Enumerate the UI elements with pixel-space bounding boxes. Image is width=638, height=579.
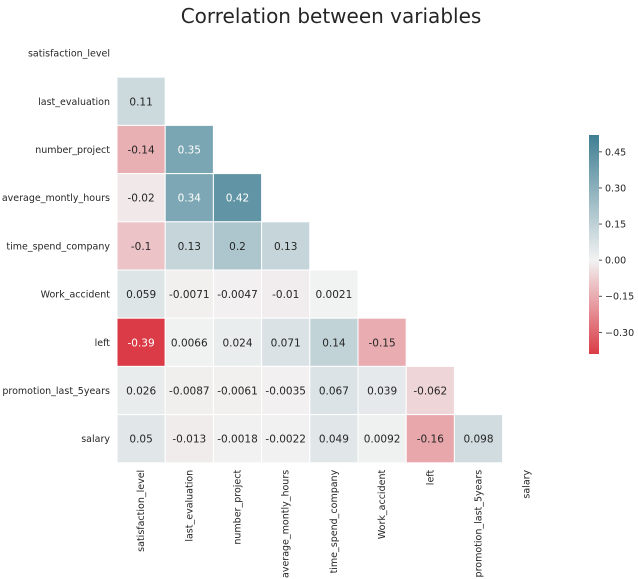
- heatmap-cell: [212, 317, 263, 367]
- x-tick-label: time_spend_company: [329, 469, 340, 573]
- cell-value-label: -0.16: [417, 434, 444, 446]
- x-tick-label: number_project: [233, 470, 244, 545]
- cell-value-label: 0.098: [463, 434, 493, 446]
- heatmap-cell: [164, 317, 214, 367]
- heatmap-cells: 0.11 -0.14 0.35 -0.02 0.34 0.42 -0.1 0.13 0.2 0.1…: [116, 76, 504, 464]
- x-axis-tick-labels: satisfaction_level last_evaluation number_…: [136, 469, 533, 578]
- x-tick-label: left: [425, 470, 436, 486]
- y-tick-label: left: [95, 338, 111, 349]
- y-tick-label: salary: [81, 434, 110, 445]
- x-tick-label: satisfaction_level: [136, 470, 147, 552]
- cell-value-label: -0.15: [369, 337, 396, 349]
- cell-value-label: 0.14: [322, 337, 346, 349]
- cell-value-label: 0.071: [271, 337, 301, 349]
- colorbar-tick-label: −0.15: [605, 292, 634, 303]
- y-tick-label: Work_accident: [41, 290, 111, 301]
- cell-value-label: 0.0066: [171, 337, 208, 349]
- heatmap-cell: [357, 414, 407, 464]
- y-axis-tick-labels: satisfaction_level last_evaluation number_…: [2, 49, 111, 446]
- cell-value-label: -0.14: [128, 145, 155, 157]
- heatmap-cell: [405, 414, 455, 464]
- cell-value-label: 0.049: [319, 434, 349, 446]
- cell-value-label: -0.062: [413, 386, 447, 398]
- cell-value-label: 0.35: [178, 145, 201, 157]
- heatmap-cell: [116, 414, 166, 464]
- heatmap-cell: [357, 317, 407, 367]
- cell-value-label: 0.13: [274, 241, 297, 253]
- cell-value-label: 0.34: [178, 193, 202, 205]
- y-tick-label: number_project: [35, 145, 110, 156]
- colorbar: 0.45 0.30 0.15 0.00 −0.15 −0.30: [589, 135, 634, 354]
- heatmap-cell: [164, 269, 214, 319]
- cell-value-label: 0.024: [222, 337, 252, 349]
- y-tick-label: last_evaluation: [38, 97, 110, 108]
- x-tick-label: average_montly_hours: [281, 470, 292, 578]
- chart-title: Correlation between variables: [181, 4, 482, 28]
- cell-value-label: 0.067: [319, 386, 349, 398]
- cell-value-label: -0.1: [131, 241, 152, 253]
- cell-value-label: 0.026: [126, 386, 156, 398]
- cell-value-label: -0.01: [272, 289, 299, 301]
- cell-value-label: 0.059: [126, 289, 156, 301]
- cell-value-label: -0.0035: [265, 386, 306, 398]
- cell-value-label: -0.0071: [169, 289, 210, 301]
- heatmap-cell: [116, 124, 166, 175]
- cell-value-label: 0.2: [229, 241, 246, 253]
- colorbar-tick-label: 0.45: [605, 147, 626, 158]
- colorbar-gradient: [589, 135, 599, 354]
- colorbar-ticks: 0.45 0.30 0.15 0.00 −0.15 −0.30: [599, 147, 634, 339]
- colorbar-tick-label: −0.30: [605, 328, 634, 339]
- heatmap-cell: [116, 317, 166, 367]
- y-tick-label: satisfaction_level: [28, 49, 110, 60]
- cell-value-label: -0.013: [172, 434, 206, 446]
- x-tick-label: promotion_last_5years: [474, 470, 485, 578]
- heatmap-cell: [453, 414, 504, 464]
- heatmap-cell: [212, 414, 263, 464]
- cell-value-label: 0.0092: [364, 434, 401, 446]
- heatmap-cell: [116, 365, 166, 416]
- cell-value-label: 0.42: [226, 193, 249, 205]
- heatmap-cell: [261, 221, 311, 271]
- cell-value-label: -0.39: [128, 337, 155, 349]
- cell-value-label: 0.13: [178, 241, 201, 253]
- x-tick-label: Work_accident: [377, 470, 388, 540]
- cell-value-label: -0.0022: [265, 434, 306, 446]
- cell-value-label: 0.05: [129, 434, 152, 446]
- y-tick-label: promotion_last_5years: [2, 386, 110, 397]
- heatmap-cell: [261, 269, 311, 319]
- y-tick-label: time_spend_company: [6, 241, 110, 252]
- heatmap-cell: [164, 124, 214, 175]
- cell-value-label: -0.0018: [217, 434, 258, 446]
- heatmap-cell: [116, 76, 166, 126]
- heatmap-cell: [212, 173, 263, 223]
- cell-value-label: -0.02: [128, 193, 155, 205]
- heatmap-cell: [164, 221, 214, 271]
- heatmap-cell: [261, 317, 311, 367]
- x-tick-label: salary: [522, 469, 533, 498]
- cell-value-label: 0.039: [367, 386, 397, 398]
- colorbar-tick-label: 0.00: [605, 256, 626, 267]
- y-tick-label: average_montly_hours: [2, 193, 110, 204]
- colorbar-tick-label: 0.15: [605, 220, 626, 231]
- heatmap-cell: [357, 365, 407, 416]
- colorbar-tick-label: 0.30: [605, 183, 626, 194]
- heatmap-cell: [164, 365, 214, 416]
- x-tick-label: last_evaluation: [184, 470, 195, 542]
- cell-value-label: -0.0061: [217, 386, 258, 398]
- cell-value-label: 0.11: [129, 96, 152, 108]
- heatmap-cell: [309, 317, 359, 367]
- cell-value-label: -0.0087: [169, 386, 210, 398]
- heatmap-cell: [405, 365, 455, 416]
- cell-value-label: -0.0047: [217, 289, 258, 301]
- cell-value-label: 0.0021: [316, 289, 353, 301]
